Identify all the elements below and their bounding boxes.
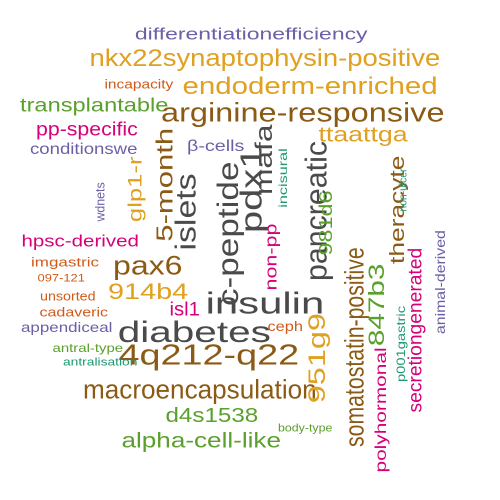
word-cadaveric: cadaveric	[39, 304, 109, 320]
word-alpha-cell-like: alpha-cell-like	[121, 429, 281, 453]
word-d4s1538: d4s1538	[165, 405, 259, 427]
word-mafa: mafa	[251, 124, 278, 195]
word-imgastric: imgastric	[31, 254, 100, 270]
word-4q212-q22: 4q212-q22	[118, 339, 300, 372]
word-981d6: 981d6	[316, 190, 336, 256]
word-secretiongenerated: secretiongenerated	[405, 247, 427, 413]
word-endoderm-enriched: endoderm-enriched	[182, 73, 438, 100]
word-beta-cells: β-cells	[187, 138, 245, 155]
word-body-type: body-type	[278, 422, 333, 435]
word-polyhormonal: polyhormonal	[373, 347, 390, 473]
word-islets: islets	[170, 173, 203, 251]
word-appendiceal: appendiceal	[21, 319, 113, 335]
word-hpsc-derived: hpsc-derived	[21, 231, 139, 251]
word-incapacity: incapacity	[104, 76, 174, 92]
word-pp-specific: pp-specific	[36, 119, 138, 141]
word-ceph: ceph	[267, 318, 303, 334]
word-incisural: incisural	[276, 148, 290, 208]
word-insulin: insulin	[205, 285, 325, 321]
word-097-121: 097-121	[37, 272, 85, 285]
word-847b3: 847b3	[364, 263, 389, 347]
word-conditionswe: conditionswe	[30, 141, 138, 158]
word-unsorted: unsorted	[40, 288, 96, 304]
word-animal-derived: animal-derived	[432, 230, 448, 334]
word-glp1-r: glp1-r	[125, 156, 147, 223]
word-nkx22synaptophysin-positive: nkx22synaptophysin-positive	[89, 45, 441, 72]
word-diabetes: diabetes	[117, 316, 271, 349]
word-non-pp: non-pp	[261, 223, 281, 291]
word-ttaattga: ttaattga	[318, 123, 408, 147]
word-isl1: isl1	[169, 299, 200, 321]
word-951g9: 951g9	[304, 313, 331, 404]
word-differentiationefficiency: differentiationefficiency	[134, 24, 368, 44]
word-transplantable: transplantable	[20, 95, 169, 117]
word-wdnets: wdnets	[92, 182, 108, 222]
word-antral-type: antral-type	[52, 341, 124, 355]
word-arginine-responsive: arginine-responsive	[161, 97, 445, 128]
word-pax6: pax6	[113, 250, 183, 281]
word-914b4: 914b4	[108, 279, 189, 304]
word-macroencapsulation: macroencapsulation	[83, 374, 317, 405]
word-antralisation: antralisation	[63, 356, 138, 369]
word-non-ulcer: non-ulcer	[397, 168, 410, 212]
